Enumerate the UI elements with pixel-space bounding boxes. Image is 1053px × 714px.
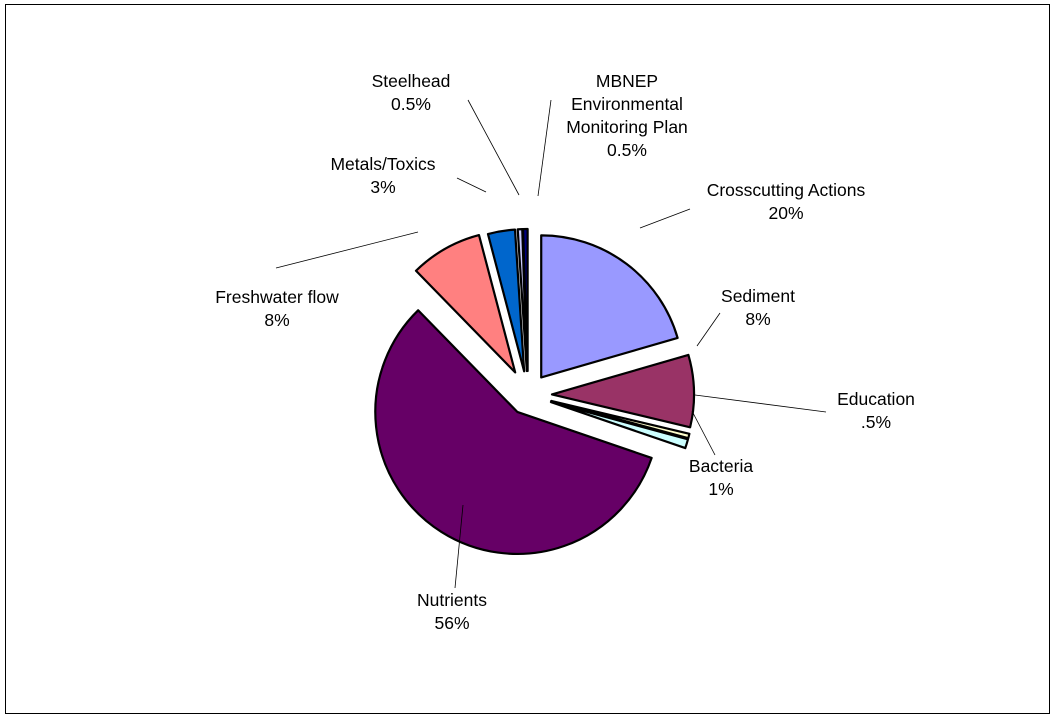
leader-line (691, 410, 716, 456)
leader-lines (275, 99, 827, 589)
leader-line (694, 394, 827, 413)
leader-line (639, 208, 691, 229)
pie-slice-crosscutting-actions (540, 234, 679, 379)
pie-slice-bacteria (549, 400, 690, 450)
slice-label: Freshwater flow 8% (215, 287, 339, 330)
pie-slice-education (550, 399, 691, 440)
slice-label: Metals/Toxics 3% (330, 154, 435, 197)
pie-slice-mbnep-environmental-monitoring-plan (521, 227, 529, 373)
pie-slice-freshwater-flow (414, 233, 517, 374)
slice-label: Education .5% (837, 389, 915, 432)
leader-line (454, 504, 464, 589)
pie-slice-nutrients (374, 309, 653, 555)
slice-label: Crosscutting Actions 20% (707, 180, 866, 223)
slice-label: Sediment 8% (721, 286, 795, 329)
slice-label: Steelhead 0.5% (372, 71, 451, 114)
slice-label: MBNEP Environmental Monitoring Plan 0.5% (566, 71, 688, 160)
slice-label: Bacteria 1% (689, 456, 753, 499)
leader-line (537, 99, 552, 197)
slice-label: Nutrients 56% (417, 590, 487, 633)
leader-line (467, 99, 520, 196)
pie-slice-sediment (550, 353, 696, 429)
pie-slice-metals-toxics (486, 228, 526, 373)
leader-line (275, 231, 419, 269)
slice-labels: Crosscutting Actions 20% Sediment 8% Educati… (215, 71, 915, 633)
leader-line (456, 177, 487, 193)
leader-line (696, 312, 721, 347)
pie-slices (374, 227, 696, 555)
